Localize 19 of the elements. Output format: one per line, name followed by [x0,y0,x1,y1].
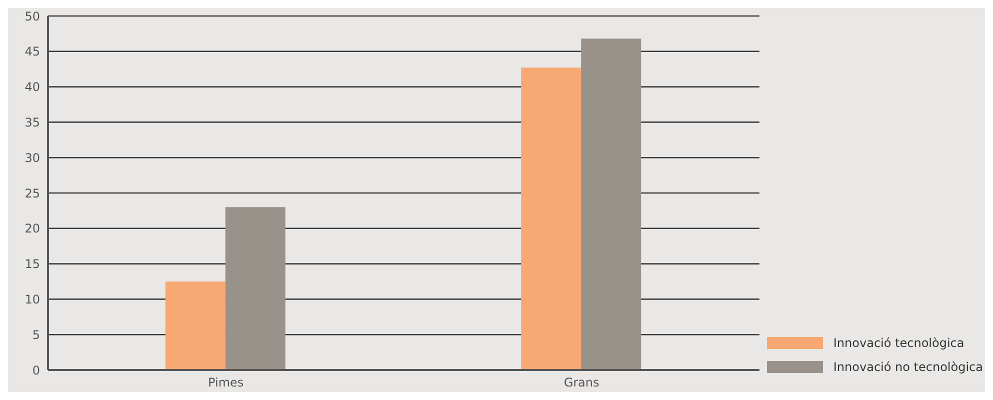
x-tick-label: Grans [564,376,600,390]
bar [581,38,642,370]
y-tick-label: 30 [24,150,40,165]
y-tick-label: 0 [32,363,40,378]
legend-label: Innovació tecnològica [833,336,964,350]
y-tick-label: 5 [32,328,40,342]
y-tick-label: 50 [24,9,40,24]
y-tick-label: 45 [24,44,40,59]
x-tick-label: Pimes [208,376,244,390]
bar [521,68,582,370]
bar [225,207,286,370]
y-tick-label: 25 [24,186,40,200]
legend-label: Innovació no tecnològica [833,360,983,374]
y-tick-label: 35 [24,115,40,130]
y-tick-label: 10 [24,292,40,306]
bar [165,282,226,370]
y-tick-label: 20 [24,222,40,236]
y-tick-label: 15 [24,257,40,272]
y-tick-label: 40 [24,80,40,94]
